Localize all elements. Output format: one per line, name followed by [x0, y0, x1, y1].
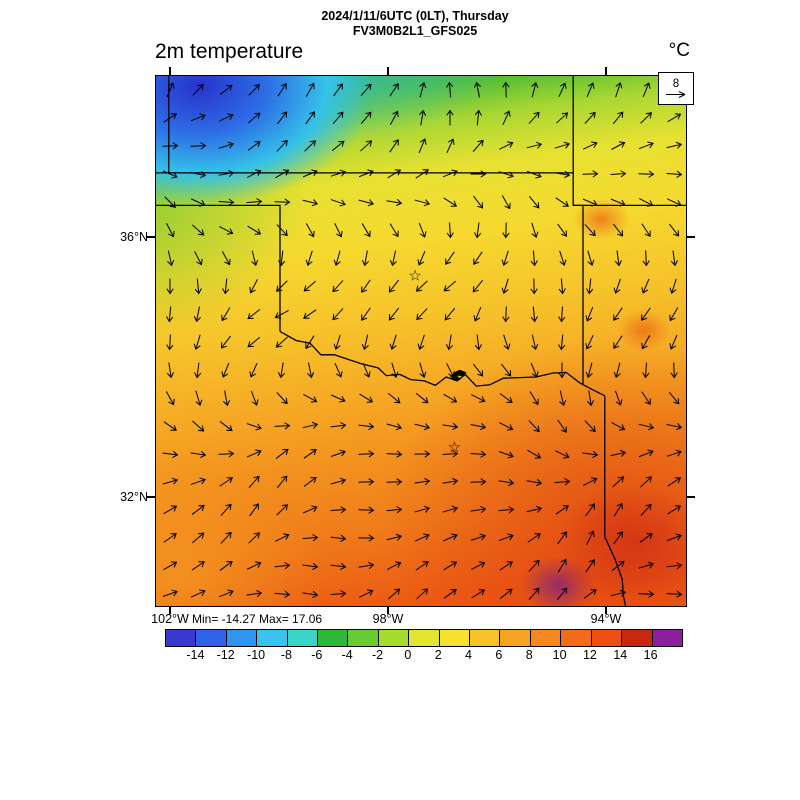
- colorbar-segment: [591, 630, 623, 646]
- lon-tick-bottom-102: [169, 606, 171, 614]
- state-borders: [156, 76, 686, 606]
- colorbar-segment: [500, 630, 531, 646]
- colorbar-segment: [652, 630, 682, 646]
- colorbar-tick-label: -12: [216, 648, 235, 662]
- colorbar-tick-label: -10: [247, 648, 266, 662]
- colorbar-tick-label: 0: [404, 648, 412, 662]
- colorbar-tick-label: 4: [465, 648, 472, 662]
- colorbar-tick-label: 6: [495, 648, 503, 662]
- wind-arrows-layer: [162, 81, 683, 601]
- colorbar-tick-label: -6: [311, 648, 323, 662]
- colorbar-segment: [257, 630, 288, 646]
- colorbar-tick-label: 10: [552, 648, 567, 662]
- colorbar-segment: [348, 630, 379, 646]
- lon-label-102w: 102°W: [151, 612, 189, 626]
- colorbar-segment: [287, 630, 319, 646]
- lat-label-32n: 32°N: [120, 490, 148, 504]
- colorbar-segment: [439, 630, 471, 646]
- colorbar-segment: [166, 630, 197, 646]
- colorbar-segment: [226, 630, 258, 646]
- colorbar-tick-label: 12: [582, 648, 597, 662]
- lat-tick-right-36: [686, 236, 695, 238]
- colorbar-tick-label: -8: [280, 648, 292, 662]
- colorbar-segment: [470, 630, 501, 646]
- lat-label-36n: 36°N: [120, 230, 148, 244]
- star-dallas: ☆: [448, 439, 461, 456]
- lon-tick-bottom-94: [605, 606, 607, 614]
- lat-tick-left-32: [146, 496, 155, 498]
- plot-title-model: FV3M0B2L1_GFS025: [352, 24, 478, 38]
- plot-title-datetime: 2024/1/11/6UTC (0LT), Thursday: [321, 9, 509, 23]
- colorbar-tick-label: 16: [643, 648, 658, 662]
- colorbar-tick-label: 2: [434, 648, 442, 662]
- star-oklahoma-city: ☆: [408, 268, 421, 285]
- colorbar-segment: [196, 630, 227, 646]
- wind-reference-value: 8: [672, 78, 680, 90]
- wind-vector-legend: 8: [658, 72, 694, 105]
- colorbar-segment: [318, 630, 349, 646]
- colorbar-tick-label: 8: [525, 648, 533, 662]
- lon-label-94w: 94°W: [590, 612, 622, 626]
- lat-tick-right-32: [686, 496, 695, 498]
- colorbar-segment: [530, 630, 562, 646]
- variable-label: 2m temperature: [155, 40, 304, 63]
- colorbar-segment: [622, 630, 653, 646]
- lon-label-98w: 98°W: [372, 612, 404, 626]
- lon-tick-top-98: [387, 67, 389, 75]
- colorbar-segment: [378, 630, 410, 646]
- colorbar: [165, 629, 683, 647]
- units-label: °C: [668, 40, 690, 61]
- colorbar-tick-label: -2: [371, 648, 384, 662]
- map-canvas[interactable]: ☆ ☆: [155, 75, 687, 607]
- colorbar-segment: [561, 630, 592, 646]
- colorbar-tick-label: -4: [341, 648, 353, 662]
- lon-tick-bottom-98: [387, 606, 389, 614]
- map-overlay-svg: ☆☆: [156, 76, 686, 606]
- lake-texoma-shape: [450, 369, 467, 381]
- reference-arrow-icon: [666, 91, 686, 98]
- lon-tick-top-94: [605, 67, 607, 75]
- colorbar-tick-label: 14: [613, 648, 628, 662]
- colorbar-tick-label: -14: [186, 648, 205, 662]
- minmax-stats: Min= -14.27 Max= 17.06: [192, 612, 323, 626]
- lat-tick-left-36: [146, 236, 155, 238]
- colorbar-tick-labels: -14 -12 -10 -8 -6 -4 -2 0 2 4 6 8 10 12 14 16: [165, 648, 681, 664]
- colorbar-segment: [409, 630, 440, 646]
- lon-tick-top-102: [169, 67, 171, 75]
